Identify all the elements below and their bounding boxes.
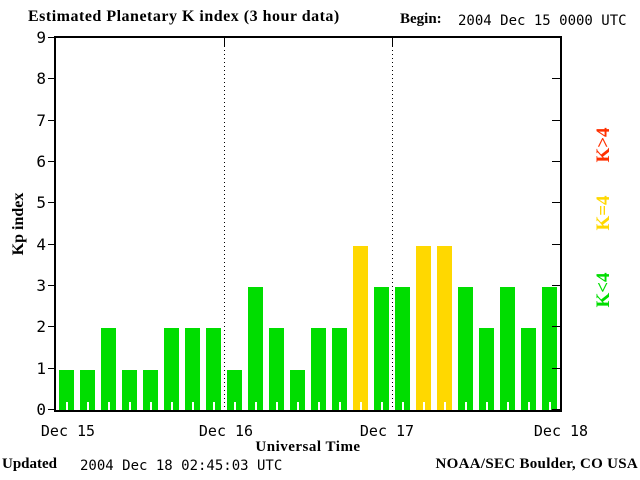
slot-tick bbox=[86, 402, 89, 410]
y-axis-tick bbox=[48, 326, 56, 328]
slot-tick bbox=[233, 402, 236, 410]
y-axis-title: Kp index bbox=[10, 192, 27, 256]
legend-item: K=4 bbox=[593, 195, 614, 231]
y-axis-right-tick bbox=[552, 285, 560, 286]
slot-tick bbox=[191, 402, 194, 410]
kp-bar bbox=[353, 245, 368, 410]
kp-bar bbox=[521, 328, 536, 410]
y-tick-label: 6 bbox=[36, 152, 46, 171]
kp-bar bbox=[311, 328, 326, 410]
slot-tick bbox=[317, 402, 320, 410]
legend-item: K>4 bbox=[593, 127, 614, 163]
slot-tick bbox=[506, 402, 509, 410]
y-axis-tick bbox=[48, 78, 56, 80]
y-axis-right-tick bbox=[552, 78, 560, 80]
kp-bar bbox=[458, 287, 473, 410]
kp-bar bbox=[101, 328, 116, 410]
y-tick-label: 3 bbox=[36, 276, 46, 295]
y-tick-label: 2 bbox=[36, 317, 46, 337]
plot-frame bbox=[54, 36, 562, 412]
slot-tick bbox=[359, 402, 362, 410]
kp-bar bbox=[143, 369, 158, 410]
slot-tick bbox=[296, 402, 299, 410]
y-axis-tick bbox=[48, 119, 56, 121]
kp-bar bbox=[500, 287, 515, 410]
kp-bar bbox=[59, 369, 74, 410]
day-gridline bbox=[223, 38, 225, 410]
legend-item: K<4 bbox=[593, 272, 614, 308]
kp-bar bbox=[395, 287, 410, 410]
y-axis-right-tick bbox=[552, 161, 560, 162]
kp-bar bbox=[437, 245, 452, 410]
y-axis-right-tick bbox=[552, 243, 560, 245]
day-gridline bbox=[391, 38, 393, 410]
x-tick-label: Dec 16 bbox=[198, 422, 254, 440]
y-axis-right-tick bbox=[552, 409, 560, 410]
y-tick-label: 4 bbox=[36, 234, 46, 254]
y-axis-tick bbox=[48, 367, 56, 369]
begin-label: Begin: bbox=[400, 11, 442, 27]
y-axis-right-tick bbox=[552, 367, 560, 369]
y-tick-label: 1 bbox=[36, 358, 46, 378]
day-boundary-top-tick bbox=[223, 38, 225, 46]
chart-title: Estimated Planetary K index (3 hour data… bbox=[28, 8, 340, 25]
updated-value: 2004 Dec 18 02:45:03 UTC bbox=[80, 458, 283, 474]
y-tick-label: 8 bbox=[36, 69, 46, 89]
slot-tick bbox=[149, 402, 152, 410]
slot-tick bbox=[548, 402, 551, 410]
slot-tick bbox=[443, 402, 446, 410]
y-axis-tick bbox=[48, 243, 56, 245]
slot-tick bbox=[275, 402, 278, 410]
updated-label: Updated bbox=[2, 456, 58, 472]
slot-tick bbox=[65, 402, 68, 410]
y-axis-tick bbox=[48, 202, 56, 204]
y-axis-tick bbox=[48, 161, 56, 162]
y-axis-right-tick bbox=[552, 119, 560, 121]
kp-bar bbox=[80, 369, 95, 410]
slot-tick bbox=[128, 402, 131, 410]
plot-area bbox=[56, 38, 560, 410]
slot-tick bbox=[212, 402, 215, 410]
kp-bar bbox=[122, 369, 137, 410]
slot-tick bbox=[107, 402, 110, 410]
kp-bar bbox=[164, 328, 179, 410]
kp-bar bbox=[479, 328, 494, 410]
slot-tick bbox=[254, 402, 257, 410]
slot-tick bbox=[422, 402, 425, 410]
slot-tick bbox=[464, 402, 467, 410]
kp-bar bbox=[416, 245, 431, 410]
kp-bar bbox=[332, 328, 347, 410]
kp-bar bbox=[206, 328, 221, 410]
y-tick-label: 7 bbox=[36, 110, 46, 130]
x-tick-label: Dec 15 bbox=[40, 422, 96, 440]
y-tick-label: 9 bbox=[36, 28, 46, 47]
kp-bar bbox=[290, 369, 305, 410]
begin-value: 2004 Dec 15 0000 UTC bbox=[458, 13, 627, 29]
day-boundary-top-tick bbox=[391, 38, 393, 46]
source-credit: NOAA/SEC Boulder, CO USA bbox=[435, 456, 638, 472]
kp-bar bbox=[248, 287, 263, 410]
slot-tick bbox=[338, 402, 341, 410]
y-axis-right-tick bbox=[552, 326, 560, 328]
slot-tick bbox=[401, 402, 404, 410]
y-axis-tick bbox=[48, 285, 56, 286]
slot-tick bbox=[170, 402, 173, 410]
kp-bar bbox=[374, 287, 389, 410]
y-axis-right-tick bbox=[552, 202, 560, 204]
kp-bar bbox=[542, 287, 557, 410]
y-axis-tick bbox=[48, 409, 56, 410]
y-axis-tick bbox=[48, 37, 56, 38]
kp-bar bbox=[185, 328, 200, 410]
slot-tick bbox=[527, 402, 530, 410]
kp-bar bbox=[227, 369, 242, 410]
y-tick-label: 0 bbox=[36, 400, 46, 419]
slot-tick bbox=[485, 402, 488, 410]
x-tick-label: Dec 17 bbox=[359, 422, 415, 440]
x-tick-label: Dec 18 bbox=[533, 422, 589, 440]
y-tick-label: 5 bbox=[36, 193, 46, 213]
y-axis-right-tick bbox=[552, 37, 560, 38]
kp-bar bbox=[269, 328, 284, 410]
x-axis-title: Universal Time bbox=[255, 439, 361, 455]
slot-tick bbox=[380, 402, 383, 410]
